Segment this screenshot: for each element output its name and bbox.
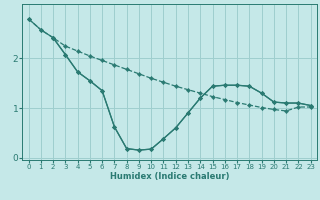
X-axis label: Humidex (Indice chaleur): Humidex (Indice chaleur) [110, 172, 229, 181]
